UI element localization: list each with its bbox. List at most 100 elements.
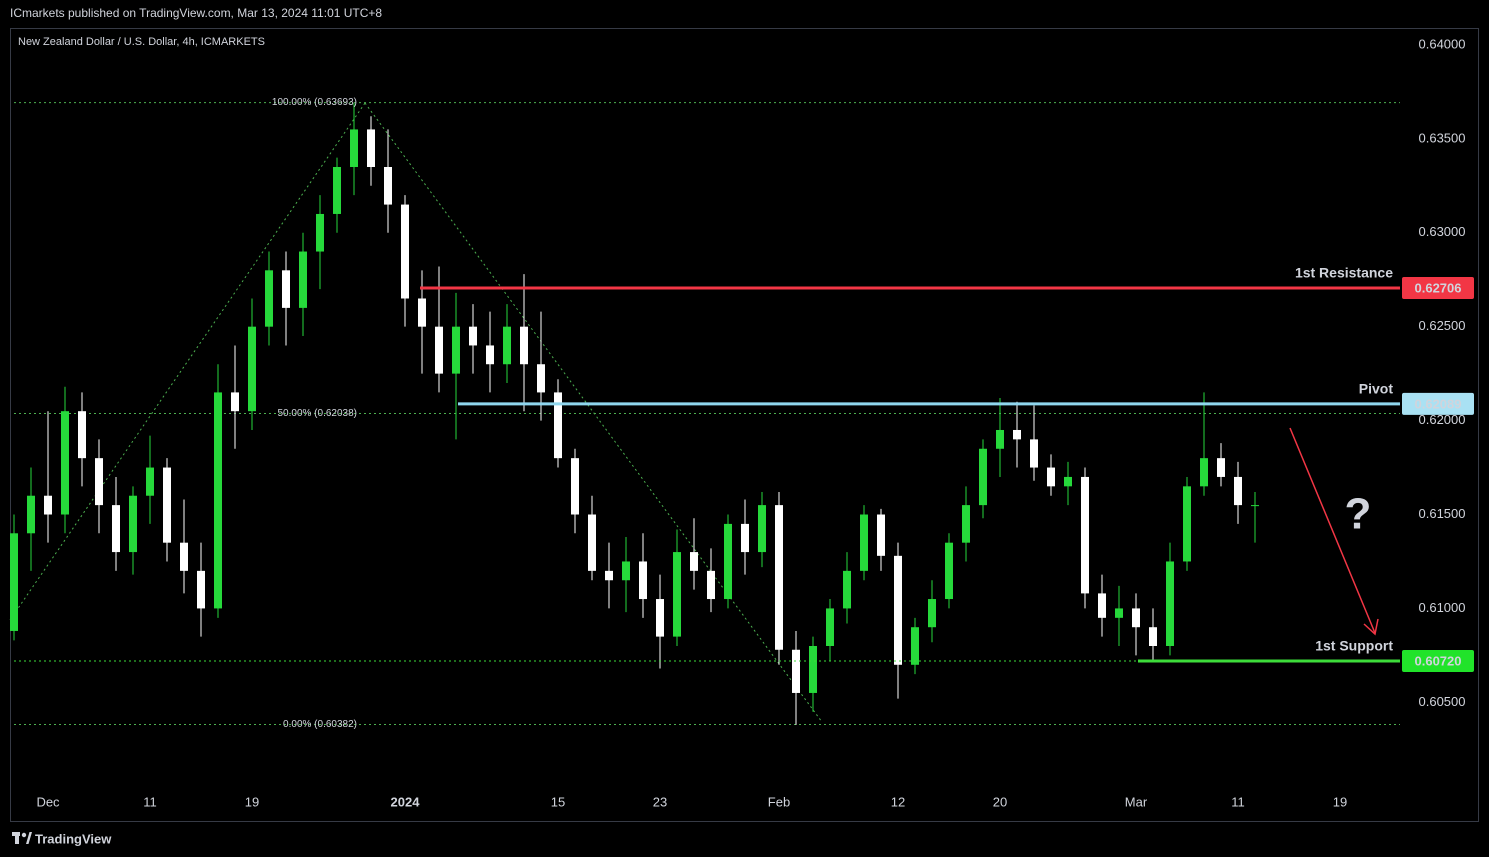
y-tick-label: 0.63000: [1419, 224, 1466, 239]
candle-body: [724, 523, 732, 600]
candle-body: [537, 364, 545, 393]
candle-body: [520, 326, 528, 365]
y-tick-label: 0.63500: [1419, 130, 1466, 145]
candle-body: [605, 570, 613, 581]
candle-body: [843, 570, 851, 609]
annotation: ?: [1345, 490, 1372, 539]
candle-body: [384, 167, 392, 205]
candle-body: [316, 213, 324, 252]
x-tick-label: 11: [1231, 794, 1245, 809]
x-tick-label: 20: [993, 794, 1007, 809]
brand-logo: [12, 832, 32, 844]
candle-body: [231, 392, 239, 412]
x-tick-label: 11: [143, 794, 157, 809]
candle-body: [1234, 476, 1242, 506]
trend-line: [364, 102, 823, 723]
candle-body: [622, 561, 630, 581]
candle-body: [1166, 561, 1174, 646]
candle-body: [333, 167, 341, 214]
price-tag-label: 0.62706: [1415, 280, 1462, 295]
candle-body: [367, 129, 375, 168]
candle-body: [792, 649, 800, 693]
candle-body: [673, 552, 681, 637]
logo-part: [15, 832, 19, 844]
x-tick-label: 19: [1333, 794, 1347, 809]
candle-body: [248, 326, 256, 412]
candle-body: [877, 514, 885, 556]
footer: [0, 823, 1489, 857]
candle-body: [1251, 505, 1259, 507]
forecast-arrow: [1289, 427, 1379, 636]
level-name: Pivot: [1359, 381, 1394, 397]
caption: ICmarkets published on TradingView.com, …: [10, 6, 382, 20]
candle-body: [299, 251, 307, 308]
candle-body: [707, 570, 715, 600]
candle-body: [146, 467, 154, 496]
x-tick-label: 12: [891, 794, 905, 809]
candle-body: [588, 514, 596, 571]
candle-body: [503, 326, 511, 365]
price-tag-label: 0.60720: [1415, 653, 1462, 668]
price-tag: [1402, 650, 1474, 673]
x-tick-label: Mar: [1125, 794, 1148, 809]
candle-body: [860, 514, 868, 571]
candle-body: [775, 505, 783, 650]
candle-body: [809, 645, 817, 693]
x-tick-label: 2024: [391, 794, 421, 809]
y-tick-label: 0.61500: [1419, 506, 1466, 521]
y-tick-label: 0.62000: [1419, 412, 1466, 427]
candle-body: [996, 429, 1004, 449]
candle-body: [571, 458, 579, 515]
fib-label: 0.00% (0.60382): [283, 719, 357, 730]
fib-label: 100.00% (0.63693): [272, 97, 357, 108]
candle-body: [979, 448, 987, 506]
trend-lines: [9, 102, 823, 723]
candle-body: [27, 495, 35, 534]
candle-body: [656, 599, 664, 637]
candle-body: [1183, 486, 1191, 562]
level-name: 1st Resistance: [1295, 265, 1393, 281]
candle-body: [962, 505, 970, 543]
price-tag: [1402, 276, 1474, 299]
candle-body: [401, 204, 409, 299]
y-tick-label: 0.61000: [1419, 600, 1466, 615]
candle-body: [1081, 476, 1089, 594]
candle-body: [894, 555, 902, 665]
candle-body: [435, 326, 443, 374]
candle-body: [129, 495, 137, 553]
candle-body: [180, 542, 188, 571]
candle-body: [197, 570, 205, 609]
x-tick-label: 23: [653, 794, 667, 809]
y-tick-label: 0.60500: [1419, 694, 1466, 709]
candle-body: [61, 411, 69, 515]
candle-body: [214, 392, 222, 609]
level-name: 1st Support: [1315, 638, 1393, 654]
candle-body: [486, 345, 494, 365]
logo-part: [26, 832, 32, 844]
fib-label: 50.00% (0.62038): [277, 408, 357, 419]
candle-body: [112, 505, 120, 553]
candle-body: [10, 533, 18, 631]
candle-body: [1013, 429, 1021, 440]
candle-body: [1030, 439, 1038, 468]
candle-body: [690, 552, 698, 571]
price-tag-label: 0.62089: [1415, 396, 1462, 411]
chart-title: New Zealand Dollar / U.S. Dollar, 4h, IC…: [18, 36, 265, 48]
candle-body: [1217, 458, 1225, 477]
candle-body: [911, 627, 919, 665]
candle-body: [741, 523, 749, 553]
candle-body: [163, 467, 171, 543]
x-tick-label: Dec: [36, 794, 60, 809]
candle-body: [1115, 608, 1123, 618]
candle-body: [945, 542, 953, 600]
candle-body: [452, 326, 460, 374]
candle-body: [44, 495, 52, 515]
y-tick-label: 0.62500: [1419, 318, 1466, 333]
candle-body: [469, 326, 477, 346]
candle-body: [554, 392, 562, 459]
x-tick-label: 15: [551, 794, 565, 809]
candle-body: [1064, 476, 1072, 487]
candle-body: [418, 298, 426, 327]
plot: [10, 102, 1400, 726]
